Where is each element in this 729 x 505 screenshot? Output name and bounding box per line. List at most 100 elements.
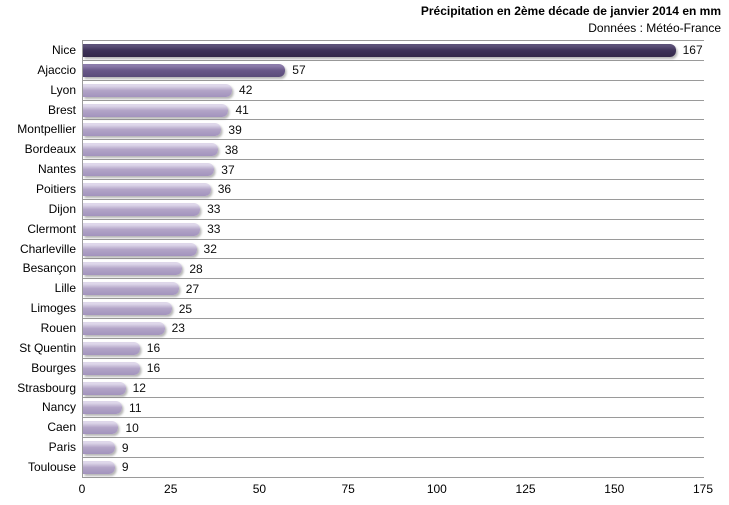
bar-nice [83, 43, 676, 57]
bar-row: 16 [83, 339, 704, 359]
bar-row: 37 [83, 160, 704, 181]
bar-value-label: 36 [217, 182, 232, 197]
category-label-rouen: Rouen [40, 320, 76, 335]
category-label-paris: Paris [48, 440, 76, 455]
bar-charleville [83, 242, 197, 256]
bar-value-label: 16 [146, 361, 161, 376]
bar-lille [83, 282, 179, 296]
bar-bourges [83, 361, 140, 375]
bar-dijon [83, 202, 201, 216]
bar-row: 32 [83, 240, 704, 260]
x-tick-label: 25 [164, 482, 178, 496]
bar-row: 23 [83, 319, 704, 339]
bar-value-label: 11 [129, 400, 142, 415]
category-label-besançon: Besançon [22, 261, 76, 276]
bar-value-label: 16 [146, 341, 161, 356]
bar-row: 36 [83, 180, 704, 200]
x-tick-label: 0 [78, 482, 86, 496]
bar-row: 38 [83, 140, 704, 161]
chart-title-block: Précipitation en 2ème décade de janvier … [421, 3, 721, 36]
bar-row: 33 [83, 200, 704, 220]
bar-strasbourg [83, 381, 126, 395]
bar-value-label: 9 [121, 460, 129, 475]
bar-value-label: 25 [178, 301, 193, 316]
bar-row: 12 [83, 379, 704, 399]
bar-value-label: 9 [121, 440, 129, 455]
bar-value-label: 57 [292, 63, 306, 78]
x-tick-label: 50 [252, 482, 267, 496]
bar-value-label: 32 [203, 242, 217, 257]
bar-brest [83, 103, 229, 117]
bar-row: 10 [83, 418, 704, 439]
category-label-lyon: Lyon [50, 82, 76, 97]
bar-paris [83, 441, 115, 455]
bar-row: 28 [83, 259, 704, 280]
category-label-nancy: Nancy [41, 400, 76, 415]
bar-value-label: 33 [207, 202, 221, 217]
x-tick-label: 150 [604, 482, 625, 496]
bar-value-label: 10 [125, 420, 139, 435]
bar-row: 39 [83, 120, 704, 141]
bar-poitiers [83, 182, 211, 196]
bar-clermont [83, 222, 201, 236]
category-label-strasbourg: Strasbourg [17, 380, 76, 395]
bar-row: 42 [83, 81, 704, 101]
bar-row: 9 [83, 438, 704, 459]
bar-st-quentin [83, 341, 140, 355]
x-axis: 0 25 50 75 100 125 150 175 [78, 482, 713, 500]
category-label-st-quentin: St Quentin [19, 340, 76, 355]
bar-besançon [83, 262, 183, 276]
bar-value-label: 12 [132, 381, 146, 396]
chart-title: Précipitation en 2ème décade de janvier … [420, 4, 721, 18]
x-tick-label: 125 [515, 482, 536, 496]
category-label-toulouse: Toulouse [27, 459, 76, 474]
category-label-dijon: Dijon [48, 201, 76, 216]
bar-row: 16 [83, 359, 704, 379]
category-label-charleville: Charleville [19, 241, 76, 256]
bar-nantes [83, 163, 215, 177]
plot-area: 167 57 42 41 39 38 37 36 33 33 32 28 27 25 23 16 16 12 11 1… [82, 40, 704, 478]
bar-value-label: 37 [221, 162, 235, 177]
category-label-poitiers: Poitiers [35, 181, 76, 196]
bar-value-label: 27 [185, 281, 200, 296]
bar-value-label: 38 [224, 142, 239, 157]
category-label-limoges: Limoges [30, 301, 76, 316]
bar-value-label: 33 [207, 222, 221, 237]
bar-value-label: 41 [235, 103, 249, 117]
category-label-ajaccio: Ajaccio [37, 62, 76, 77]
x-tick-label: 100 [426, 482, 447, 496]
bar-row: 33 [83, 220, 704, 240]
bar-row: 9 [83, 458, 704, 478]
category-label-lille: Lille [54, 281, 76, 296]
bar-row: 41 [83, 101, 704, 121]
category-label-clermont: Clermont [27, 221, 76, 236]
x-tick-label: 175 [692, 482, 714, 496]
category-label-caen: Caen [47, 420, 76, 435]
category-label-brest: Brest [47, 102, 76, 117]
bar-row: 167 [83, 41, 704, 61]
bar-limoges [83, 302, 172, 316]
category-label-nantes: Nantes [37, 162, 76, 177]
bar-row: 27 [83, 279, 704, 300]
bar-caen [83, 421, 119, 435]
bar-row: 57 [83, 61, 704, 81]
x-tick-label: 75 [341, 482, 355, 496]
bar-toulouse [83, 460, 115, 474]
bar-value-label: 167 [682, 43, 703, 58]
bar-ajaccio [83, 63, 286, 77]
bar-rouen [83, 321, 165, 335]
bar-value-label: 28 [189, 261, 203, 276]
bar-lyon [83, 83, 233, 97]
bar-montpellier [83, 123, 222, 137]
category-label-nice: Nice [51, 42, 76, 57]
category-axis-labels: Nice Ajaccio Lyon Brest Montpellier Bordeaux N… [0, 40, 76, 477]
bar-row: 25 [83, 299, 704, 320]
bar-value-label: 23 [171, 321, 185, 336]
bar-value-label: 39 [228, 122, 242, 137]
bar-nancy [83, 401, 123, 415]
bar-value-label: 42 [239, 83, 253, 98]
category-label-bourges: Bourges [31, 360, 76, 375]
category-label-bordeaux: Bordeaux [24, 142, 76, 157]
bar-bordeaux [83, 143, 218, 157]
